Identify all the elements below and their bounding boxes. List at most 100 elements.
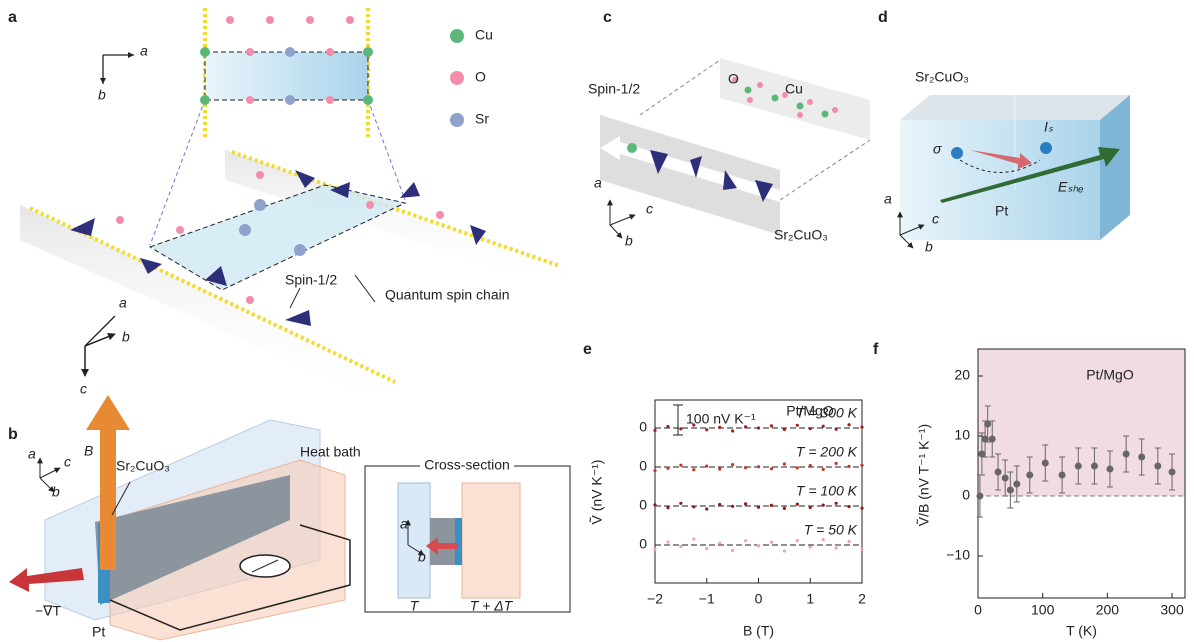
axis-label: c (64, 454, 71, 470)
annotation: Sr₂CuO₃ (915, 69, 969, 85)
panel-letter: e (583, 341, 592, 358)
annotation: σ (933, 141, 942, 157)
x-tick-label: 0 (755, 591, 763, 607)
annotation: Heat bath (300, 444, 361, 460)
data-point (976, 493, 983, 500)
data-point (666, 425, 669, 428)
data-point (1091, 463, 1098, 470)
data-point (783, 507, 786, 510)
data-point (860, 426, 863, 429)
data-point (692, 537, 695, 540)
data-point (718, 542, 721, 545)
data-point (770, 424, 773, 427)
data-point (731, 463, 734, 466)
y-axis-label: Ṽ/B (nV T⁻¹ K⁻¹) (916, 424, 932, 526)
data-point (692, 468, 695, 471)
legend-label: O (475, 69, 486, 85)
x-tick-label: 0 (974, 602, 982, 618)
data-point (783, 428, 786, 431)
data-point (653, 429, 656, 432)
data-point (718, 503, 721, 506)
data-point (666, 506, 669, 509)
data-point (1106, 466, 1113, 473)
annotation: Quantum spin chain (385, 287, 510, 303)
legend-label: Cu (475, 27, 493, 43)
data-point (835, 462, 838, 465)
data-point (796, 424, 799, 427)
panel-letter: f (873, 341, 879, 358)
data-point (1013, 481, 1020, 488)
legend-swatch (450, 71, 464, 85)
data-point (796, 539, 799, 542)
annotation: Sr₂CuO₃ (774, 227, 828, 243)
data-point (822, 538, 825, 541)
data-point (1042, 460, 1049, 467)
axis-label: a (400, 516, 408, 532)
series-label: T = 200 K (796, 444, 858, 460)
data-point (731, 505, 734, 508)
series-label: T = 50 K (804, 522, 858, 538)
panel-letter: c (603, 9, 612, 26)
data-point (835, 502, 838, 505)
axis-label: b (625, 233, 633, 249)
data-point (1002, 475, 1009, 482)
y-axis-label: Ṽ (nV K⁻¹) (589, 460, 605, 525)
x-tick-label: −2 (647, 591, 663, 607)
data-point (731, 549, 734, 552)
axis-label: b (52, 484, 60, 500)
data-point (666, 540, 669, 543)
y-tick-label: 0 (639, 497, 647, 513)
axis-label: c (80, 381, 87, 397)
data-point (796, 503, 799, 506)
data-point (847, 465, 850, 468)
axis-label: c (932, 211, 939, 227)
annotation: Spin-1/2 (285, 272, 337, 288)
data-point (809, 506, 812, 509)
data-point (847, 540, 850, 543)
data-point (860, 507, 863, 510)
annotation: O (728, 71, 739, 87)
data-point (847, 423, 850, 426)
axis-label: a (28, 446, 36, 462)
y-tick-label: −10 (946, 547, 970, 563)
data-point (995, 469, 1002, 476)
annotation: Sr₂CuO₃ (116, 458, 170, 474)
data-point (1007, 487, 1014, 494)
data-point (770, 504, 773, 507)
panel-letter: a (8, 9, 17, 26)
y-tick-label: 10 (954, 427, 970, 443)
data-point (783, 462, 786, 465)
annotation: −∇T (35, 603, 62, 619)
data-point (705, 547, 708, 550)
annotation: Cu (785, 81, 803, 97)
axis-label: b (925, 239, 933, 255)
axis-label: b (98, 87, 106, 103)
scale-bar-label: 100 nV K⁻¹ (686, 411, 756, 427)
data-point (705, 507, 708, 510)
data-point (809, 464, 812, 467)
data-point (1154, 463, 1161, 470)
axis-label: a (884, 191, 892, 207)
data-point (705, 465, 708, 468)
axis-label: c (646, 201, 653, 217)
annotation: Pt (92, 624, 105, 640)
x-axis-label: T (K) (1066, 623, 1097, 639)
data-point (770, 541, 773, 544)
data-point (847, 505, 850, 508)
annotation: Eₛₕₑ (1058, 179, 1084, 195)
data-point (860, 548, 863, 551)
data-point (822, 468, 825, 471)
x-tick-label: −1 (699, 591, 715, 607)
panel-letter: b (8, 426, 18, 443)
x-tick-label: 100 (1031, 602, 1055, 618)
data-point (809, 427, 812, 430)
annotation: B (84, 443, 93, 459)
data-point (705, 428, 708, 431)
annotation: Iₛ (1044, 119, 1054, 135)
inset-title: Cross-section (424, 457, 510, 473)
y-tick-label: 0 (639, 419, 647, 435)
data-point (744, 466, 747, 469)
data-point (757, 544, 760, 547)
data-point (1059, 472, 1066, 479)
data-point (1138, 454, 1145, 461)
